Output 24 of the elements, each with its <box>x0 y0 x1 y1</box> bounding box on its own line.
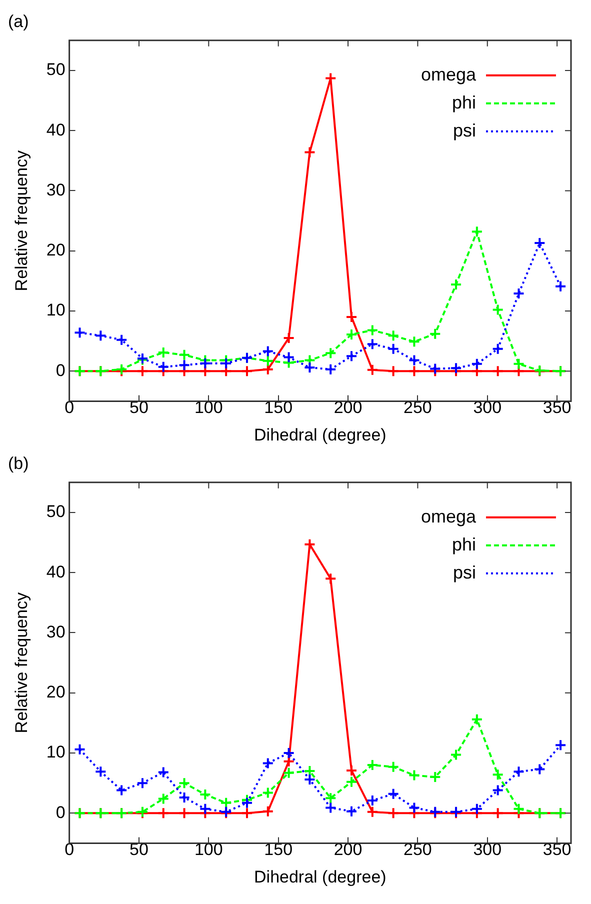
y-tick-label: 0 <box>56 802 66 822</box>
x-axis-title: Dihedral (degree) <box>254 425 386 444</box>
chart-title: (a) <box>8 12 29 31</box>
y-tick-label: 50 <box>46 502 66 522</box>
x-axis-title: Dihedral (degree) <box>254 867 386 886</box>
legend-label: phi <box>452 534 476 554</box>
legend-label: psi <box>452 562 476 582</box>
y-tick-label: 50 <box>46 60 66 80</box>
y-tick-label: 0 <box>56 360 66 380</box>
y-tick-label: 10 <box>46 300 66 320</box>
legend-label: phi <box>452 92 476 112</box>
legend-label: omega <box>420 506 477 526</box>
y-tick-label: 10 <box>46 742 66 762</box>
y-tick-label: 20 <box>46 682 66 702</box>
y-tick-label: 40 <box>46 562 66 582</box>
y-tick-label: 20 <box>46 240 66 260</box>
y-tick-label: 30 <box>46 180 66 200</box>
y-tick-label: 40 <box>46 120 66 140</box>
y-tick-label: 30 <box>46 622 66 642</box>
legend-label: omega <box>420 64 477 84</box>
chart-title: (b) <box>8 454 29 473</box>
y-axis-title: Relative frequency <box>12 592 31 734</box>
legend-label: psi <box>452 120 476 140</box>
y-axis-title: Relative frequency <box>12 150 31 292</box>
